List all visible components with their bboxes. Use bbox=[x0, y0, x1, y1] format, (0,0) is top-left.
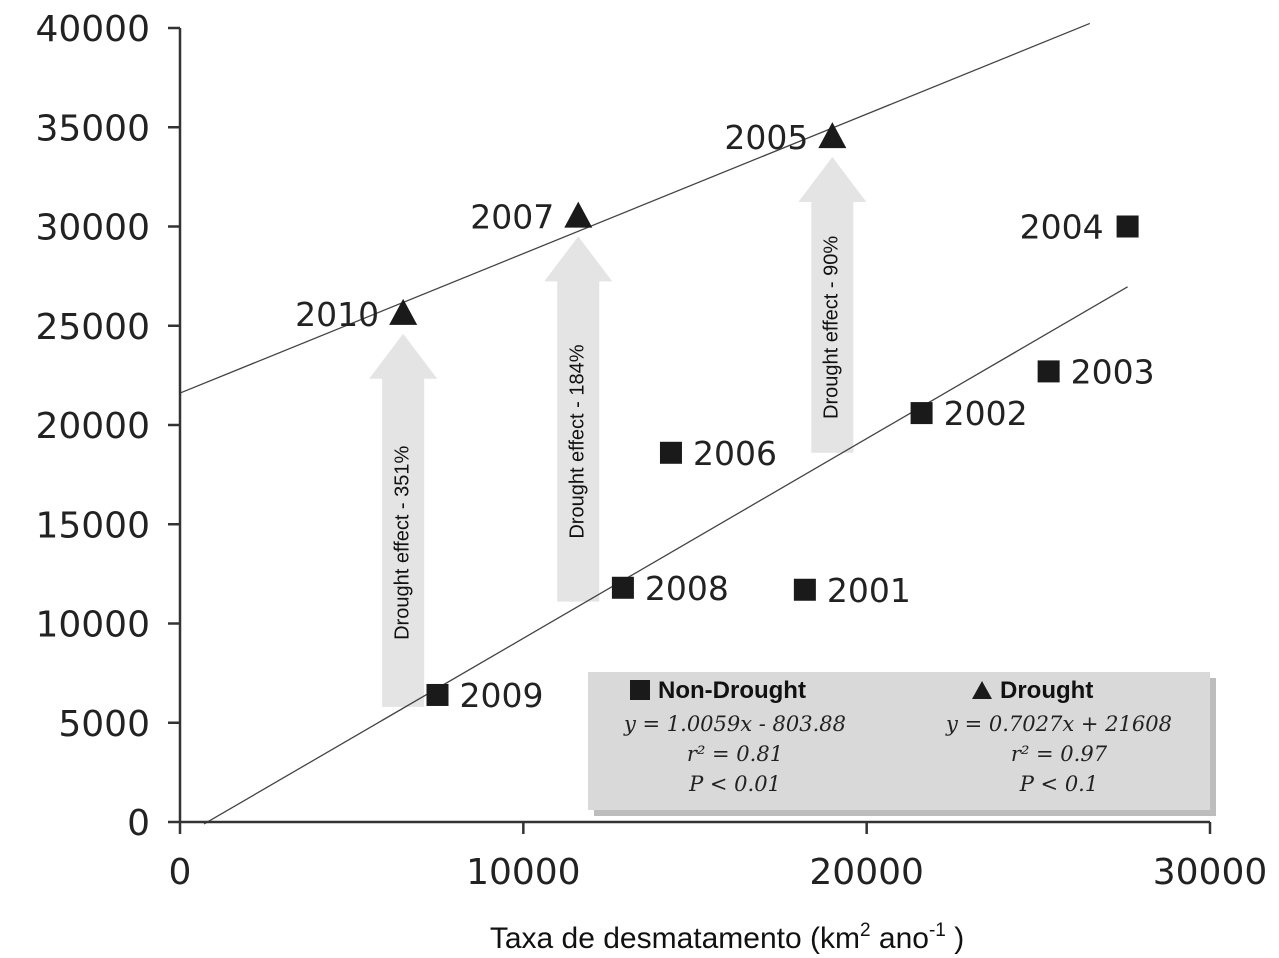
point-label: 2010 bbox=[295, 295, 379, 334]
axes: 0 5000 10000 15000 20000 25000 30000 35000 40000… bbox=[35, 9, 1267, 893]
drought-effect-label: Drought effect - 351% bbox=[391, 445, 413, 639]
drought-effect-arrow bbox=[544, 236, 613, 602]
y-tick-label: 5000 bbox=[58, 704, 150, 745]
non-drought-point bbox=[426, 683, 449, 706]
point-label: 2005 bbox=[724, 118, 808, 157]
y-tick-label: 25000 bbox=[35, 307, 150, 348]
non-drought-point bbox=[793, 578, 816, 601]
drought-point bbox=[564, 201, 593, 228]
legend-series-2-equation: y = 0.7027x + 21608 bbox=[945, 712, 1172, 736]
y-tick-label: 35000 bbox=[35, 108, 150, 149]
y-tick-label: 15000 bbox=[35, 505, 150, 546]
y-tick-label: 20000 bbox=[35, 406, 150, 447]
point-label: 2004 bbox=[1020, 208, 1104, 247]
legend-series-2-name: Drought bbox=[1000, 677, 1093, 704]
non-drought-point bbox=[611, 576, 634, 599]
y-tick-label: 40000 bbox=[35, 9, 150, 50]
data-points: 2001 2002 2003 2004 2006 2008 2009 2005 2007 2010 bbox=[295, 118, 1154, 715]
drought-effect-arrow bbox=[798, 157, 867, 453]
non-drought-point bbox=[659, 441, 682, 464]
point-label: 2003 bbox=[1071, 352, 1155, 391]
x-tick-label: 0 bbox=[169, 852, 192, 893]
legend-series-1-r2: r² = 0.81 bbox=[687, 742, 783, 766]
point-label: 2008 bbox=[645, 569, 729, 608]
y-tick-label: 10000 bbox=[35, 605, 150, 646]
drought-point bbox=[389, 298, 418, 325]
y-tick-label: 0 bbox=[127, 803, 150, 844]
drought-effect-label: Drought effect - 90% bbox=[821, 236, 843, 419]
legend-series-1-p: P < 0.01 bbox=[688, 772, 781, 796]
legend-series-2-r2: r² = 0.97 bbox=[1011, 742, 1108, 766]
annotation-arrows: Drought effect - 351% Drought effect - 18… bbox=[369, 157, 867, 707]
non-drought-point bbox=[910, 402, 933, 425]
drought-effect-arrow bbox=[369, 333, 438, 707]
point-label: 2009 bbox=[460, 676, 544, 715]
legend-box bbox=[588, 672, 1210, 810]
legend-series-1-equation: y = 1.0059x - 803.88 bbox=[623, 712, 846, 736]
x-tick-label: 10000 bbox=[466, 852, 581, 893]
point-label: 2006 bbox=[693, 434, 777, 473]
point-label: 2007 bbox=[470, 198, 554, 237]
legend: Non-Drought y = 1.0059x - 803.88 r² = 0.… bbox=[588, 672, 1216, 816]
legend-series-2-p: P < 0.1 bbox=[1019, 772, 1098, 796]
legend-triangle-icon bbox=[972, 681, 992, 699]
trend-line-non-drought bbox=[203, 286, 1128, 825]
point-label: 2002 bbox=[944, 394, 1028, 433]
non-drought-point bbox=[1037, 360, 1060, 383]
trend-lines bbox=[179, 22, 1128, 825]
x-tick-label: 20000 bbox=[809, 852, 924, 893]
x-axis-title: Taxa de desmatamento (km2 ano-1 ) bbox=[490, 920, 964, 955]
point-label: 2001 bbox=[827, 571, 911, 610]
drought-effect-label: Drought effect - 184% bbox=[567, 344, 589, 538]
legend-series-1-name: Non-Drought bbox=[658, 677, 806, 704]
trend-line-drought bbox=[179, 22, 1091, 394]
non-drought-point bbox=[1116, 215, 1139, 238]
drought-point bbox=[818, 122, 847, 149]
x-tick-label: 30000 bbox=[1153, 852, 1268, 893]
y-tick-label: 30000 bbox=[35, 208, 150, 249]
legend-square-icon bbox=[630, 680, 650, 700]
